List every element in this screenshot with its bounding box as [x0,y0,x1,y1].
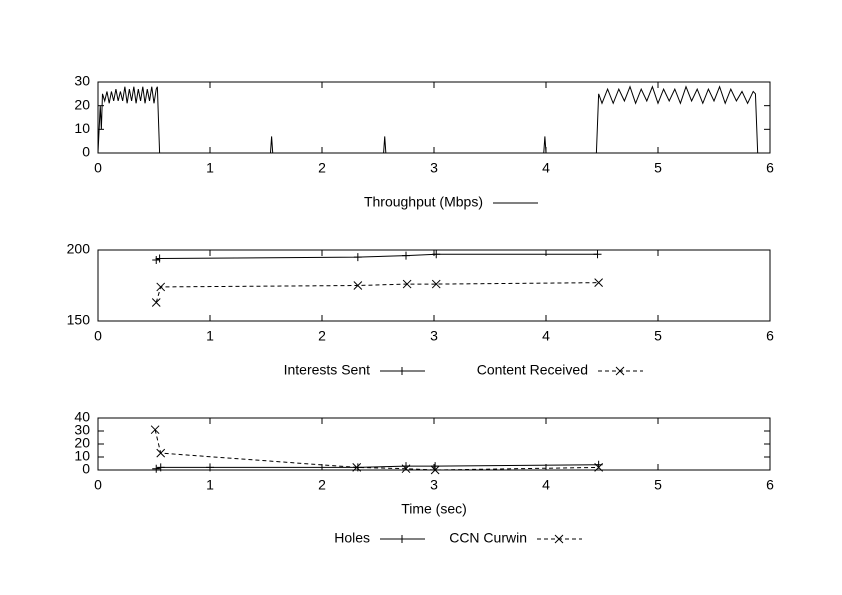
legend-label: Interests Sent [284,362,370,378]
x-tick-label: 6 [766,160,774,176]
point-marker [152,464,161,473]
y-tick-label: 20 [74,96,90,112]
x-tick-label: 2 [318,328,326,344]
x-tick-label: 3 [430,328,438,344]
x-tick-label: 0 [94,477,102,493]
point-marker [353,281,363,290]
point-marker [155,254,164,263]
plot-frame [97,417,771,471]
point-marker [554,534,564,544]
x-tick-label: 1 [206,477,214,493]
series-line [97,85,759,154]
y-tick-label: 30 [74,422,90,438]
x-tick-label: 2 [318,477,326,493]
legend-label: Throughput (Mbps) [364,194,483,210]
series-line [156,253,598,261]
x-tick-label: 1 [206,328,214,344]
x-tick-label: 4 [542,160,550,176]
y-tick-label: 10 [74,448,90,464]
y-tick-label: 10 [74,120,90,136]
x-tick-label: 6 [766,328,774,344]
point-marker [432,250,441,259]
series-line [154,429,599,471]
plot-frame [97,81,771,154]
x-tick-label: 4 [542,328,550,344]
point-marker [593,250,602,259]
x-tick-label: 4 [542,477,550,493]
point-marker [431,462,440,471]
point-marker [431,279,441,289]
legend-label: Holes [334,530,370,546]
x-tick-label: 6 [766,477,774,493]
point-marker [402,251,410,260]
point-marker [150,425,160,435]
point-marker [151,298,161,307]
y-tick-label: 0 [82,144,90,160]
point-marker [615,366,625,376]
point-marker [156,463,165,472]
point-marker [401,464,411,474]
point-marker [430,465,440,475]
x-axis-label: Time (sec) [401,501,467,517]
point-marker [156,448,166,458]
legend-label: CCN Curwin [449,530,527,546]
point-marker [398,535,406,543]
point-marker [352,463,362,472]
point-marker [152,255,161,264]
x-tick-label: 5 [654,160,662,176]
plot-frame [97,249,771,322]
y-tick-label: 150 [67,312,91,328]
x-tick-label: 3 [430,160,438,176]
point-marker [206,463,214,472]
y-tick-label: 200 [67,241,91,257]
point-marker [156,282,166,292]
x-tick-label: 5 [654,477,662,493]
y-tick-label: 0 [82,461,90,477]
y-tick-label: 30 [74,73,90,89]
x-tick-label: 2 [318,160,326,176]
y-tick-label: 40 [74,409,90,425]
point-marker [402,279,412,289]
point-marker [398,367,406,375]
legend-label: Content Received [477,362,588,378]
x-tick-label: 5 [654,328,662,344]
x-tick-label: 3 [430,477,438,493]
series-line [155,282,599,303]
point-marker [594,463,603,472]
point-marker [353,253,362,262]
x-tick-label: 0 [94,160,102,176]
x-tick-label: 1 [206,160,214,176]
point-marker [594,278,603,288]
x-tick-label: 0 [94,328,102,344]
y-tick-label: 20 [74,435,90,451]
